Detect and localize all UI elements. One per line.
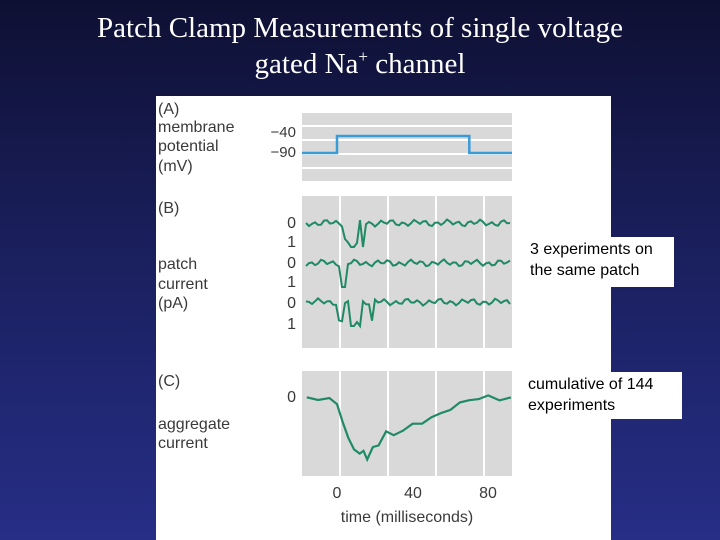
x-tick-40: 40 — [404, 485, 422, 502]
single-channel-trace-2 — [305, 258, 511, 288]
panel-a-label-1: membrane — [158, 119, 235, 136]
panel-a: (A) membrane potential (mV) −40 −90 — [158, 101, 512, 181]
panel-a-tag: (A) — [158, 101, 179, 118]
panel-b-band — [302, 196, 512, 348]
tick-b-1b: 1 — [287, 274, 296, 291]
x-tick-0: 0 — [333, 485, 342, 502]
tick-b-0b: 0 — [287, 255, 296, 272]
panel-b-label-3: (pA) — [158, 295, 188, 312]
voltage-step-trace — [302, 134, 512, 155]
panel-c-grid — [339, 371, 485, 476]
panel-c-band — [302, 371, 512, 476]
panel-c-tag: (C) — [158, 373, 180, 390]
panel-b-label-2: current — [158, 276, 208, 293]
tick-b-1c: 1 — [287, 316, 296, 333]
x-tick-80: 80 — [479, 485, 497, 502]
single-channel-trace-1 — [305, 218, 511, 248]
tick-b-0c: 0 — [287, 295, 296, 312]
panel-c-label-1: aggregate — [158, 416, 230, 433]
panel-b-label-1: patch — [158, 256, 197, 273]
slide-title: Patch Clamp Measurements of single volta… — [0, 10, 720, 82]
aggregate-current-trace — [306, 394, 512, 463]
x-axis-label: time (milliseconds) — [341, 509, 473, 526]
callout-cumulative: cumulative of 144 experiments — [524, 372, 682, 419]
panel-a-label-3: (mV) — [158, 158, 193, 175]
figure-panel: (A) membrane potential (mV) −40 −90 (B) … — [156, 96, 611, 540]
callout-experiments: 3 experiments on the same patch — [526, 237, 674, 287]
title-line-2-tail: channel — [368, 48, 466, 80]
title-superscript: + — [358, 47, 369, 66]
tick-b-1a: 1 — [287, 234, 296, 251]
tick-c-0: 0 — [287, 389, 296, 406]
patch-clamp-figure: (A) membrane potential (mV) −40 −90 (B) … — [158, 101, 512, 526]
title-line-1: Patch Clamp Measurements of single volta… — [97, 12, 623, 44]
tick-b-0a: 0 — [287, 215, 296, 232]
panel-a-band — [302, 113, 512, 181]
tick-minus-90: −90 — [271, 144, 296, 161]
single-channel-trace-3 — [305, 297, 511, 329]
panel-c-label-2: current — [158, 435, 208, 452]
panel-c: (C) aggregate current 0 0 40 80 time (mi… — [158, 371, 512, 526]
tick-minus-40: −40 — [271, 124, 296, 141]
title-line-2: gated Na+ channel — [0, 46, 720, 82]
callout-experiments-line-1: 3 experiments on — [530, 241, 653, 258]
callout-cumulative-line-2: experiments — [528, 397, 616, 414]
panel-b: (B) patch current (pA) 0 1 0 1 0 1 — [158, 196, 512, 348]
panel-b-tag: (B) — [158, 200, 179, 217]
title-line-2-text: gated Na — [254, 48, 359, 80]
panel-a-label-2: potential — [158, 138, 219, 155]
callout-cumulative-line-1: cumulative of 144 — [528, 376, 654, 393]
callout-experiments-line-2: the same patch — [530, 262, 640, 279]
